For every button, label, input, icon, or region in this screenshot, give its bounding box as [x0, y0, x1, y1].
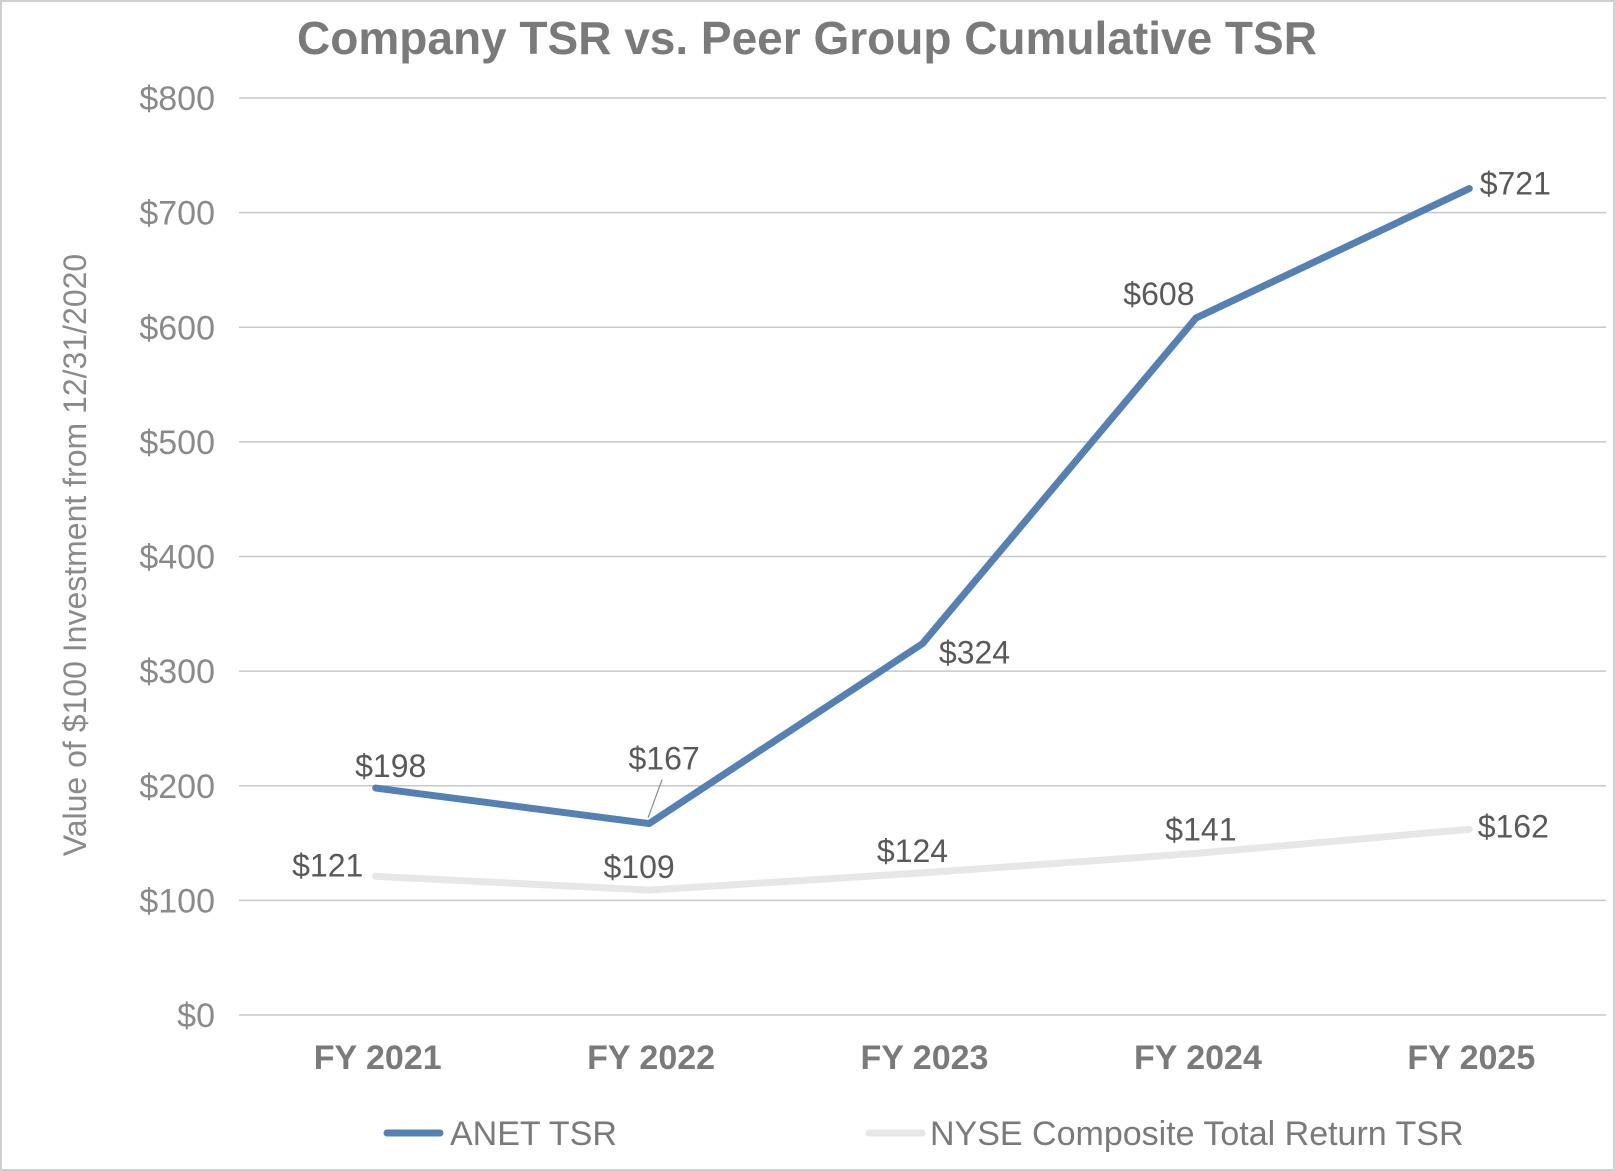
data-label: $721 [1480, 166, 1551, 202]
y-tick-label: $300 [139, 653, 215, 691]
y-axis-ticks: $0 $100 $200 $300 $400 $500 $600 $700 $800 [139, 80, 215, 1035]
data-label: $198 [355, 748, 426, 784]
data-label: $109 [604, 849, 675, 885]
x-tick-label: FY 2025 [1407, 1039, 1535, 1077]
y-tick-label: $400 [139, 539, 215, 577]
data-label: $124 [877, 833, 948, 869]
y-axis-label: Value of $100 Investment from 12/31/2020 [57, 254, 93, 856]
y-tick-label: $100 [139, 882, 215, 920]
x-tick-label: FY 2023 [861, 1039, 989, 1077]
y-tick-label: $0 [177, 997, 215, 1035]
series [372, 185, 1473, 894]
y-tick-label: $200 [139, 768, 215, 806]
gridlines [239, 97, 1606, 1016]
legend: ANET TSR NYSE Composite Total Return TSR [383, 1115, 1464, 1153]
data-label: $167 [629, 741, 700, 777]
legend-label: NYSE Composite Total Return TSR [930, 1115, 1464, 1153]
data-label: $324 [939, 635, 1010, 671]
y-tick-label: $500 [139, 424, 215, 462]
data-label: $141 [1165, 811, 1236, 847]
x-tick-label: FY 2024 [1134, 1039, 1262, 1077]
chart-title: Company TSR vs. Peer Group Cumulative TS… [297, 12, 1317, 64]
data-label: $121 [292, 847, 363, 883]
y-tick-label: $800 [139, 80, 215, 118]
x-tick-label: FY 2021 [314, 1039, 442, 1077]
data-label: $162 [1478, 808, 1549, 844]
y-tick-label: $700 [139, 195, 215, 233]
data-labels: $198 $167 $324 $608 $721 $121 $109 $124 $141 $162 [292, 166, 1551, 886]
series-line-anet-tsr [372, 185, 1473, 828]
x-axis-ticks: FY 2021 FY 2022 FY 2023 FY 2024 FY 2025 [314, 1039, 1536, 1077]
data-label: $608 [1123, 276, 1194, 312]
label-leader-line [647, 779, 663, 818]
y-tick-label: $600 [139, 309, 215, 347]
legend-label: ANET TSR [450, 1115, 617, 1153]
x-tick-label: FY 2022 [587, 1039, 715, 1077]
